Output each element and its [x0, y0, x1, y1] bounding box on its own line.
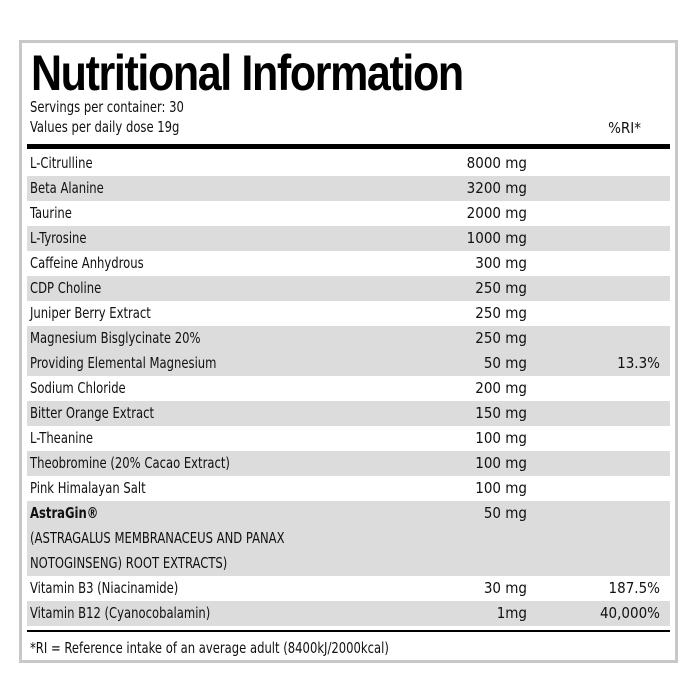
nutrient-amount: 3200 mg — [466, 179, 527, 197]
table-row-astragin: AstraGin® (ASTRAGALUS MEMBRANACEUS AND P… — [27, 501, 670, 576]
nutrient-name: Sodium Chloride — [30, 379, 126, 397]
nutrient-amount: 50 mg — [483, 354, 527, 372]
table-row: Beta Alanine 3200 mg — [27, 176, 670, 201]
nutrient-detail-line-1: (ASTRAGALUS MEMBRANACEUS AND PANAX — [30, 529, 285, 547]
nutrient-amount: 250 mg — [475, 304, 527, 322]
nutrient-amount: 150 mg — [475, 404, 527, 422]
table-row: CDP Choline 250 mg — [27, 276, 670, 301]
nutrient-amount: 100 mg — [475, 479, 527, 497]
nutrient-name: L-Tyrosine — [30, 229, 87, 247]
nutrient-name: Vitamin B3 (Niacinamide) — [30, 579, 179, 597]
nutrient-amount: 250 mg — [475, 279, 527, 297]
table-row: Pink Himalayan Salt 100 mg — [27, 476, 670, 501]
table-row: Theobromine (20% Cacao Extract) 100 mg — [27, 451, 670, 476]
table-row: Providing Elemental Magnesium 50 mg 13.3… — [27, 351, 670, 376]
table-row: L-Theanine 100 mg — [27, 426, 670, 451]
ri-footnote: *RI = Reference intake of an average adu… — [30, 639, 389, 657]
nutrition-panel: Nutritional Information Servings per con… — [19, 40, 678, 663]
nutrient-ri: 40,000% — [599, 604, 660, 622]
table-row: Bitter Orange Extract 150 mg — [27, 401, 670, 426]
nutrient-amount: 2000 mg — [466, 204, 527, 222]
nutrient-amount: 100 mg — [475, 429, 527, 447]
nutrient-name: Juniper Berry Extract — [30, 304, 151, 322]
nutrient-name: Caffeine Anhydrous — [30, 254, 144, 272]
nutrient-name: L-Theanine — [30, 429, 94, 447]
nutrient-amount: 1mg — [496, 604, 527, 622]
table-row: L-Tyrosine 1000 mg — [27, 226, 670, 251]
table-row: L-Citrulline 8000 mg — [27, 151, 670, 176]
table-row: Taurine 2000 mg — [27, 201, 670, 226]
nutrient-name: Providing Elemental Magnesium — [30, 354, 217, 372]
nutrient-amount: 250 mg — [475, 329, 527, 347]
nutrient-name: Taurine — [30, 204, 72, 222]
nutrient-amount: 100 mg — [475, 454, 527, 472]
nutrient-amount: 30 mg — [483, 579, 527, 597]
nutrient-name: Theobromine (20% Cacao Extract) — [30, 454, 230, 472]
nutrient-amount: 1000 mg — [466, 229, 527, 247]
ri-column-header: %RI* — [608, 119, 641, 137]
nutrient-ri: 13.3% — [617, 354, 660, 372]
nutrient-name: Magnesium Bisglycinate 20% — [30, 329, 201, 347]
table-row: Vitamin B3 (Niacinamide) 30 mg 187.5% — [27, 576, 670, 601]
nutrient-name: Pink Himalayan Salt — [30, 479, 146, 497]
nutrient-name: Vitamin B12 (Cyanocobalamin) — [30, 604, 211, 622]
nutrient-name: AstraGin® — [30, 504, 99, 522]
nutrient-table: L-Citrulline 8000 mg Beta Alanine 3200 m… — [27, 151, 670, 626]
nutrient-name: Bitter Orange Extract — [30, 404, 155, 422]
table-row: Magnesium Bisglycinate 20% 250 mg — [27, 326, 670, 351]
nutrient-name: Beta Alanine — [30, 179, 104, 197]
nutrient-amount: 300 mg — [475, 254, 527, 272]
table-row: Caffeine Anhydrous 300 mg — [27, 251, 670, 276]
nutrient-amount: 50 mg — [483, 504, 527, 522]
table-row: Juniper Berry Extract 250 mg — [27, 301, 670, 326]
servings-per-container: Servings per container: 30 — [30, 98, 184, 116]
nutrient-amount: 200 mg — [475, 379, 527, 397]
table-row: Vitamin B12 (Cyanocobalamin) 1mg 40,000% — [27, 601, 670, 626]
nutrient-name-block: AstraGin® (ASTRAGALUS MEMBRANACEUS AND P… — [30, 501, 285, 576]
nutrient-detail-line-2: NOTOGINSENG) ROOT EXTRACTS) — [30, 554, 228, 572]
table-row: Sodium Chloride 200 mg — [27, 376, 670, 401]
page-title: Nutritional Information — [31, 45, 464, 101]
nutrient-name: CDP Choline — [30, 279, 102, 297]
nutrient-name: L-Citrulline — [30, 154, 93, 172]
nutrient-amount: 8000 mg — [466, 154, 527, 172]
footer-divider — [27, 630, 670, 632]
header-divider — [27, 144, 670, 149]
nutrient-ri: 187.5% — [608, 579, 660, 597]
daily-dose: Values per daily dose 19g — [30, 118, 180, 136]
